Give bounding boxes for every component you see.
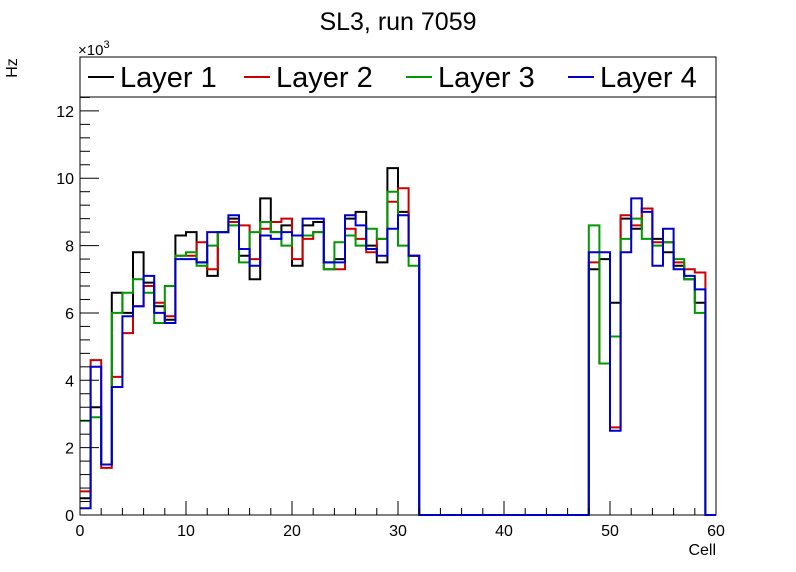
y-multiplier-exponent: 3: [103, 39, 109, 51]
y-tick-label: 0: [65, 508, 74, 525]
chart-title: SL3, run 7059: [319, 8, 476, 36]
axes-layer: 0 10 20 30 40 50 60 0 2 4 6 8 10 12: [56, 69, 725, 540]
y-tick-label: 10: [56, 171, 74, 188]
legend-entries: Layer 1 Layer 2 Layer 3 Layer 4: [88, 62, 697, 94]
y-axis-label: Hz: [4, 58, 21, 78]
x-tick-label: 20: [283, 523, 301, 540]
legend-label: Layer 3: [438, 62, 535, 94]
y-axis-multiplier: ×103: [78, 39, 110, 59]
series-line-layer-4: [80, 197, 716, 516]
x-tick-label: 40: [495, 523, 513, 540]
x-tick-label: 10: [177, 523, 195, 540]
y-tick-label: 4: [65, 373, 74, 390]
y-tick-label: 2: [65, 441, 74, 458]
legend-entry-layer-4: Layer 4: [568, 62, 697, 94]
legend-label: Layer 2: [276, 62, 373, 94]
y-tick-label: 12: [56, 104, 74, 121]
legend-entry-layer-3: Layer 3: [406, 62, 535, 94]
y-tick-label: 6: [65, 306, 74, 323]
x-tick-label: 50: [601, 523, 619, 540]
series-layer: [80, 167, 716, 516]
legend-entry-layer-1: Layer 1: [88, 62, 217, 94]
legend-label: Layer 4: [600, 62, 697, 94]
y-multiplier-base: ×10: [78, 42, 103, 59]
y-tick-label: 8: [65, 239, 74, 256]
x-tick-label: 30: [389, 523, 407, 540]
x-tick-label: 0: [76, 523, 85, 540]
x-tick-label: 60: [707, 523, 725, 540]
legend-entry-layer-2: Layer 2: [244, 62, 373, 94]
legend-label: Layer 1: [120, 62, 217, 94]
legend: Layer 1 Layer 2 Layer 3 Layer 4: [79, 56, 717, 98]
legend-box: [79, 56, 717, 98]
x-axis-label: Cell: [688, 542, 716, 559]
